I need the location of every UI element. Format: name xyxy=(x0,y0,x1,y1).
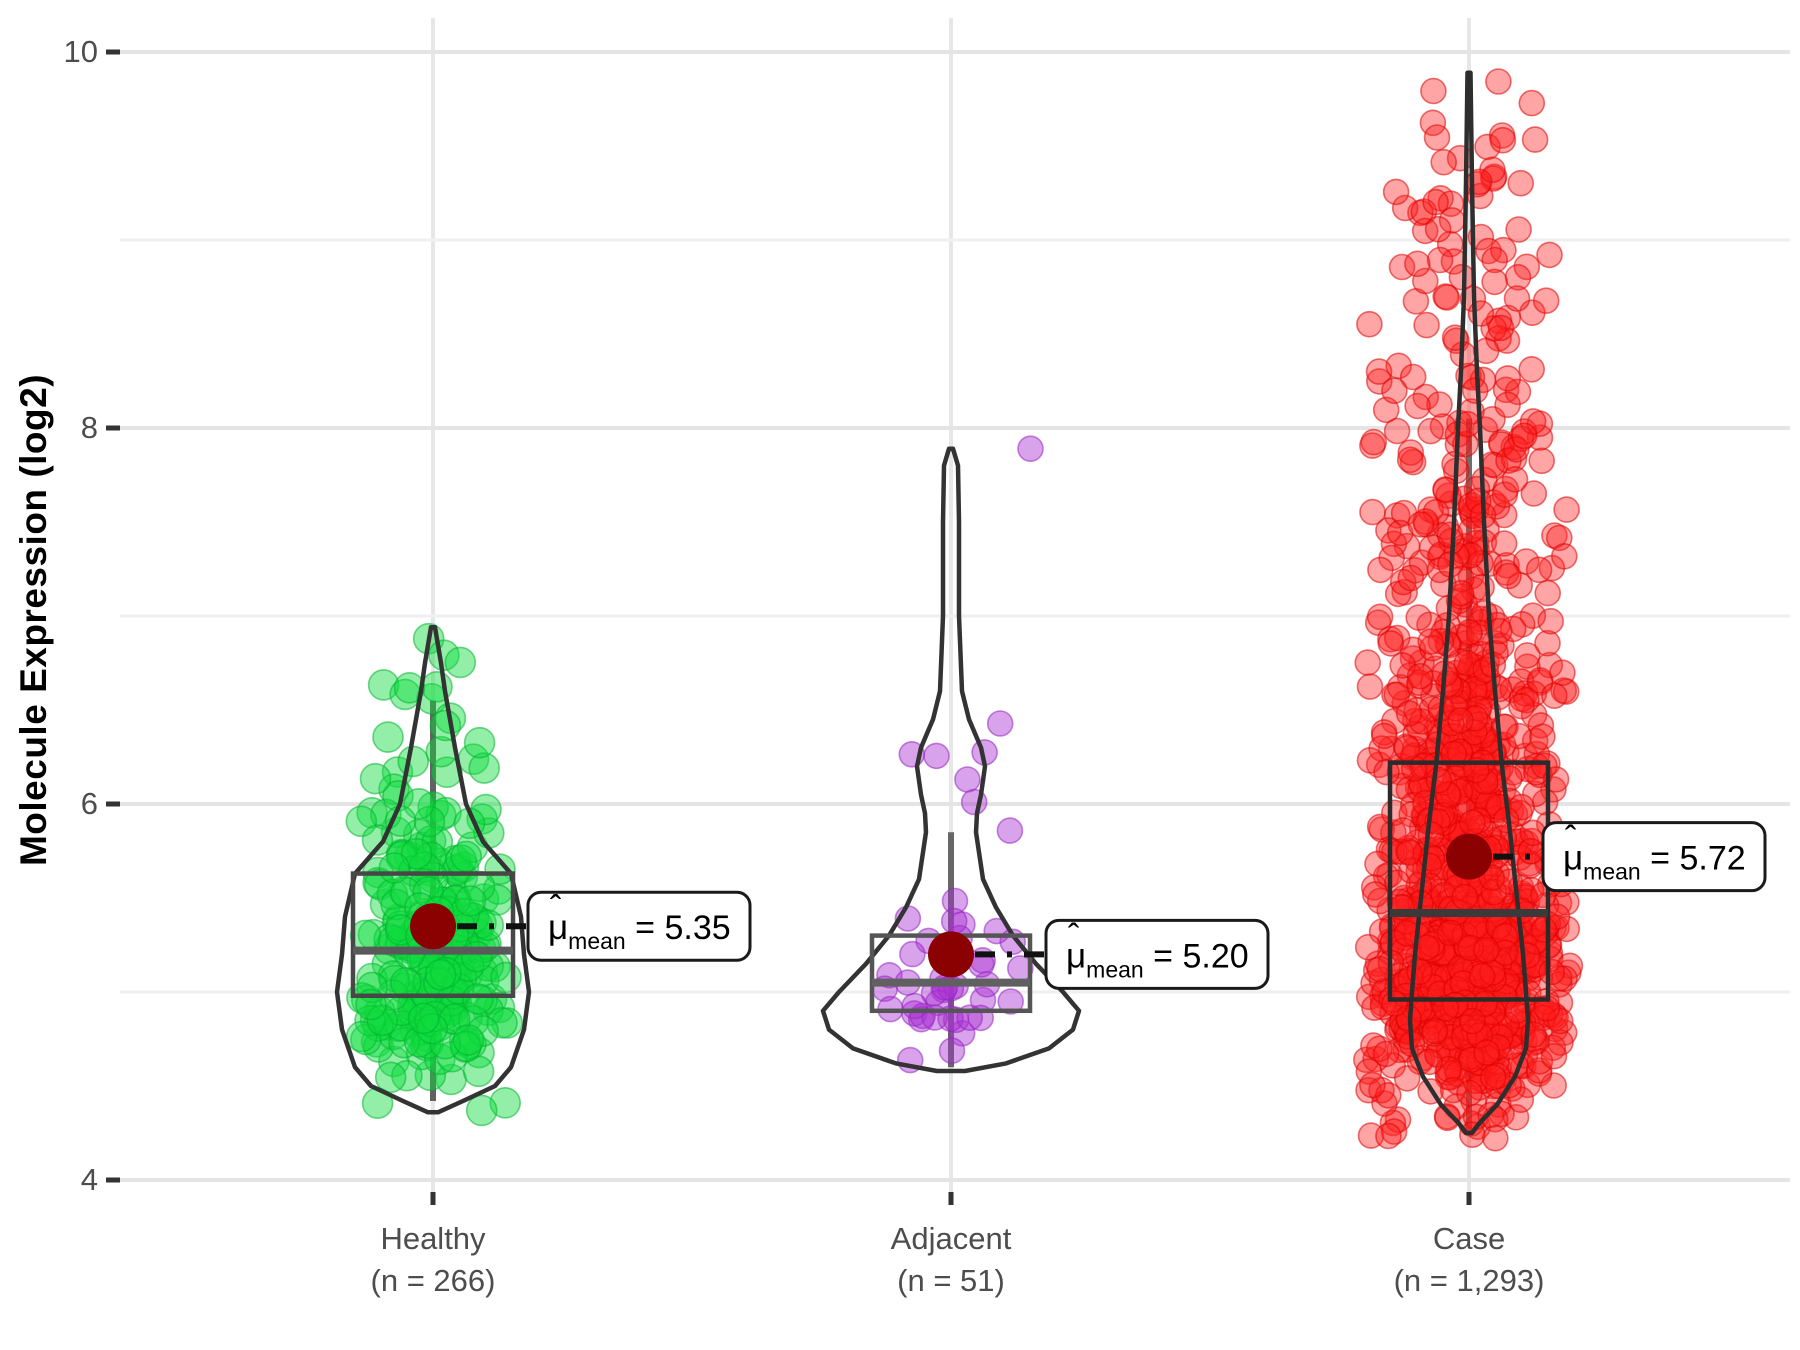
data-point xyxy=(444,646,477,679)
data-point xyxy=(468,752,501,784)
data-point xyxy=(421,826,454,858)
data-point xyxy=(1553,496,1580,523)
data-point xyxy=(938,1037,966,1064)
y-tick-label-4: 4 xyxy=(80,1162,98,1197)
data-point xyxy=(413,805,446,838)
mean-label-box-healthy xyxy=(526,890,752,962)
data-point xyxy=(1521,126,1549,153)
data-point xyxy=(372,721,404,753)
data-point xyxy=(1520,480,1548,507)
data-point xyxy=(1419,109,1447,137)
mean-label-text-adjacent: μmean = 5.20 xyxy=(1066,936,1249,982)
data-point xyxy=(452,1024,485,1056)
data-point xyxy=(997,988,1025,1015)
data-point xyxy=(345,805,378,838)
data-point xyxy=(1536,651,1564,679)
data-point xyxy=(424,958,457,991)
data-point xyxy=(407,1002,440,1035)
data-point xyxy=(1474,133,1501,161)
data-point xyxy=(374,1061,407,1094)
data-point xyxy=(463,726,496,759)
data-point xyxy=(1383,417,1411,445)
data-point xyxy=(416,1012,449,1045)
data-point xyxy=(462,983,494,1015)
x-tick-label-healthy: Healthy xyxy=(380,1221,486,1256)
data-point xyxy=(1417,417,1444,445)
data-point xyxy=(1382,178,1410,206)
y-tick-label-6: 6 xyxy=(80,786,98,821)
data-point xyxy=(429,956,462,989)
data-point xyxy=(1397,439,1425,466)
mean-label-hat-adjacent: ˆ xyxy=(1068,917,1079,955)
data-point xyxy=(1513,253,1541,281)
data-point xyxy=(484,853,516,886)
data-point xyxy=(1536,241,1563,269)
data-point xyxy=(1412,267,1439,295)
data-point xyxy=(403,1026,436,1058)
x-category-label-healthy: Healthy (n = 266) xyxy=(263,1218,603,1302)
data-point xyxy=(1493,551,1520,579)
data-point xyxy=(462,1055,495,1088)
data-point xyxy=(489,1087,522,1119)
data-point xyxy=(354,1004,386,1037)
data-point xyxy=(899,940,926,968)
data-point xyxy=(1532,287,1560,315)
x-category-label-case: Case (n = 1,293) xyxy=(1299,1218,1639,1302)
data-point xyxy=(1406,669,1433,697)
data-point xyxy=(486,1006,518,1039)
data-point xyxy=(1366,368,1393,395)
x-tick-label-adjacent: Adjacent xyxy=(890,1221,1012,1256)
data-point xyxy=(1017,435,1044,463)
y-tick-label-8: 8 xyxy=(80,410,98,445)
violin-outline-adjacent xyxy=(820,446,1082,1074)
data-point xyxy=(1518,89,1546,117)
data-point xyxy=(1426,391,1453,418)
data-point xyxy=(1359,498,1386,526)
data-point xyxy=(996,817,1024,844)
x-tick-sublabel-case: (n = 1,293) xyxy=(1393,1263,1545,1298)
data-point xyxy=(367,669,400,701)
data-point xyxy=(391,1059,423,1092)
data-point xyxy=(400,837,433,870)
mean-label-text-healthy: μmean = 5.35 xyxy=(548,908,731,954)
x-category-label-adjacent: Adjacent (n = 51) xyxy=(781,1218,1121,1302)
x-tick-sublabel-adjacent: (n = 51) xyxy=(897,1263,1005,1298)
mean-label-box-adjacent xyxy=(1044,918,1270,990)
data-point xyxy=(359,762,392,795)
mean-point-adjacent xyxy=(928,931,974,978)
data-point xyxy=(1381,707,1408,735)
y-tick-label-10: 10 xyxy=(63,34,98,69)
boxplot-box-healthy xyxy=(350,871,516,999)
x-tick-sublabel-healthy: (n = 266) xyxy=(370,1263,496,1298)
mean-label-hat-healthy: ˆ xyxy=(550,889,561,927)
violin-outline-healthy xyxy=(334,625,532,1115)
mean-point-healthy xyxy=(410,903,456,950)
data-point xyxy=(393,671,426,704)
data-point xyxy=(1361,994,1388,1022)
data-point xyxy=(1519,602,1547,630)
data-point xyxy=(366,1004,399,1037)
x-tick-label-case: Case xyxy=(1432,1221,1506,1256)
data-point xyxy=(986,710,1014,737)
data-point xyxy=(1399,363,1427,391)
data-point xyxy=(454,885,487,917)
data-point xyxy=(465,1094,498,1127)
data-point xyxy=(1507,169,1534,197)
data-point xyxy=(923,742,950,770)
data-point xyxy=(941,887,969,915)
